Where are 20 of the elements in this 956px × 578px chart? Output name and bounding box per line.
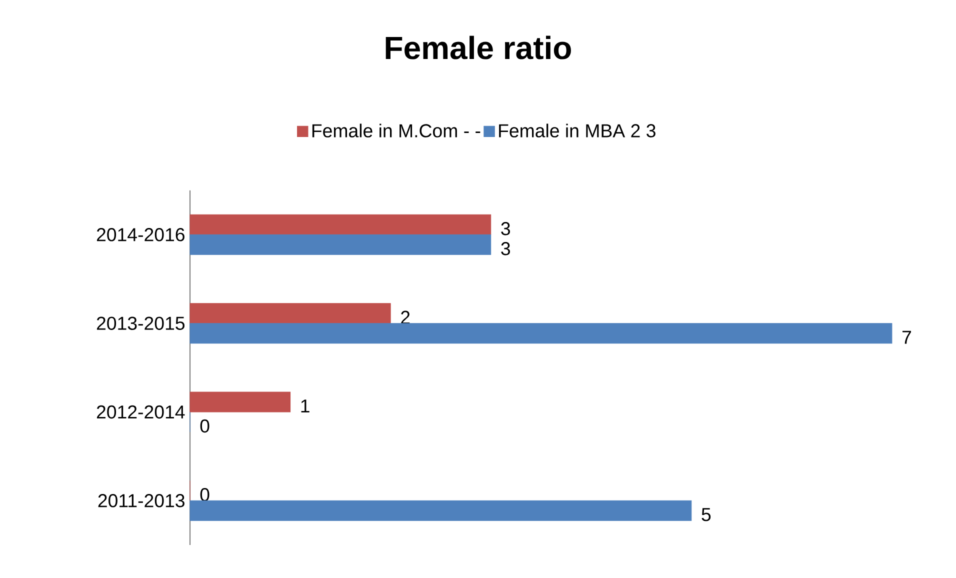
data-label: 5 <box>702 508 711 522</box>
data-label: 1 <box>301 400 310 412</box>
legend-label: Female in MBA 2 3 <box>499 124 656 138</box>
y-tick-label: 2012-2014 <box>96 405 185 419</box>
data-label: 0 <box>200 488 210 502</box>
y-tick-label: 2011-2013 <box>98 494 184 508</box>
bar <box>190 500 692 521</box>
bar <box>190 392 291 412</box>
bar <box>190 323 892 344</box>
y-tick-label: 2013-2015 <box>96 316 184 330</box>
data-label: 7 <box>902 330 911 344</box>
legend-label: Female in M.Com - - <box>312 124 480 138</box>
data-label: 0 <box>200 419 210 433</box>
bar <box>190 234 492 255</box>
y-tick-label: 2014-2016 <box>96 228 184 242</box>
data-label: 3 <box>501 242 510 256</box>
data-label: 3 <box>501 222 510 236</box>
bar <box>190 303 391 324</box>
bar <box>190 214 492 235</box>
chart-title: Female ratio <box>386 36 571 60</box>
